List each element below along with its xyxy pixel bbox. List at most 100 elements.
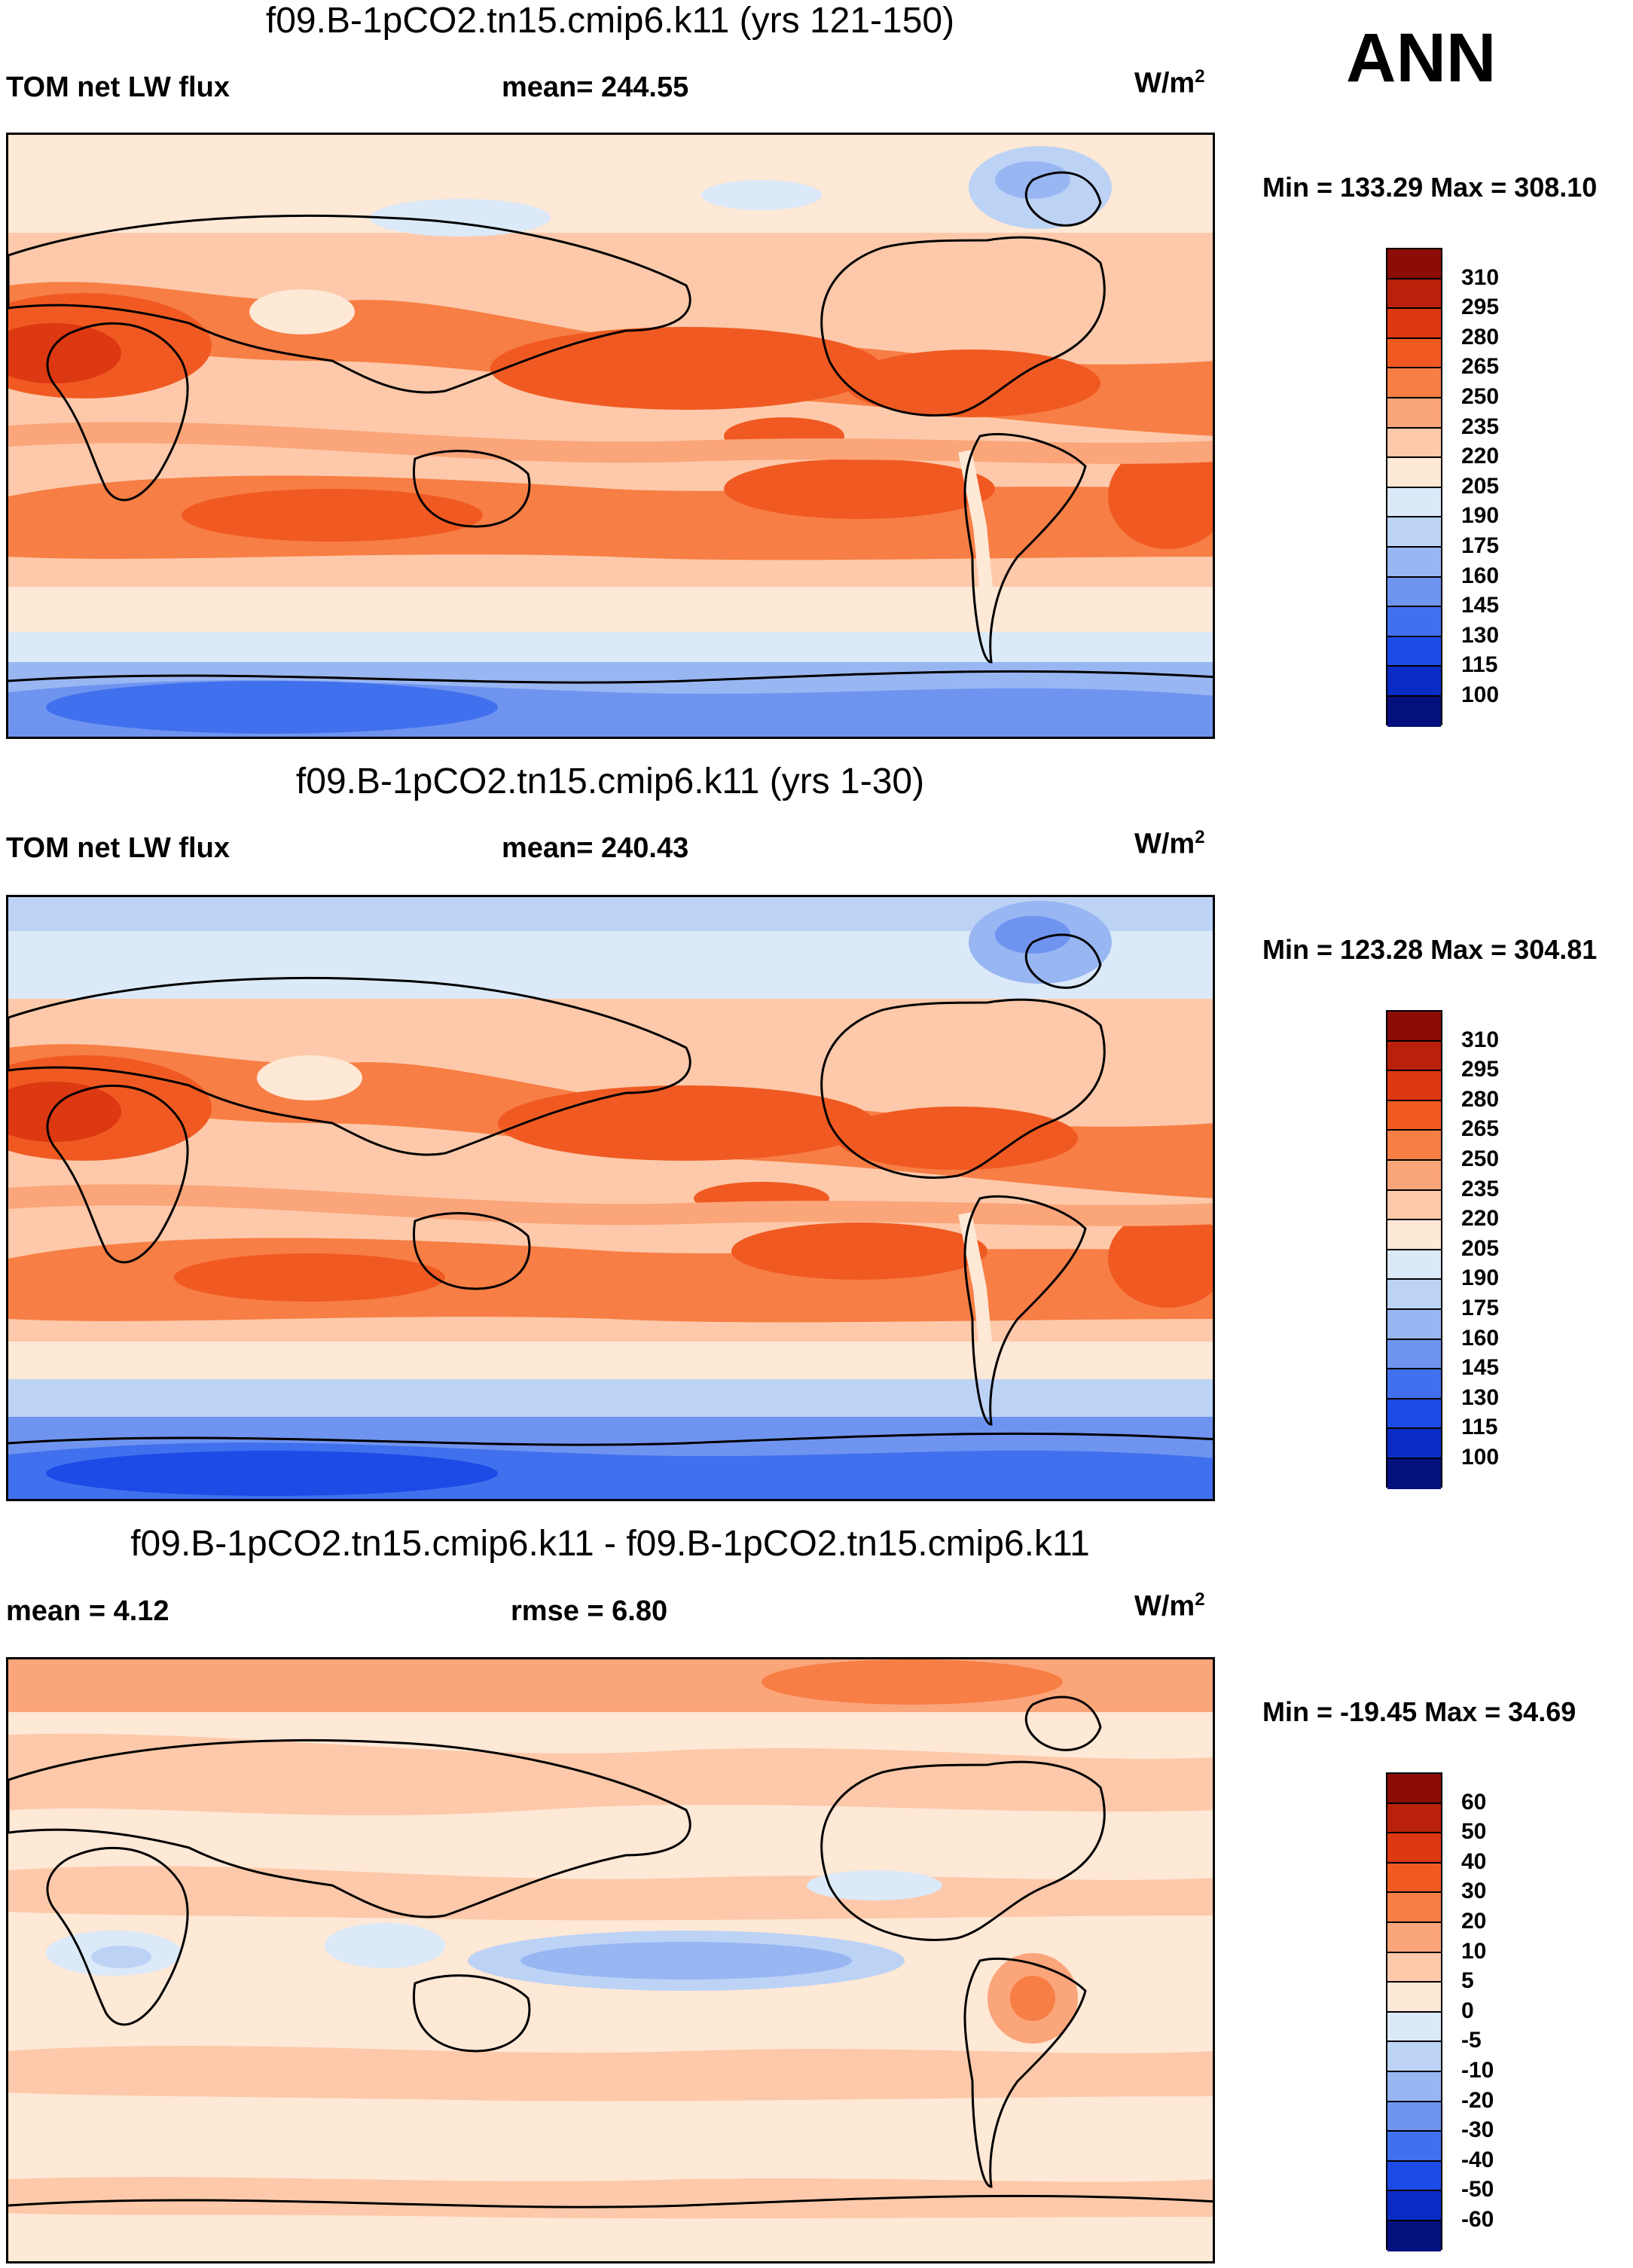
colorbar-label: 235 — [1461, 1176, 1500, 1201]
colorbar-swatch — [1387, 1100, 1441, 1131]
panel-3-mean-label: mean = 4.12 — [6, 1595, 169, 1627]
colorbar-swatch — [1387, 2102, 1441, 2132]
colorbar-swatch — [1387, 636, 1441, 667]
colorbar-label: 280 — [1461, 1086, 1500, 1112]
colorbar-label: 175 — [1461, 533, 1500, 558]
colorbar-swatch — [1387, 338, 1441, 369]
colorbar-swatch — [1387, 1309, 1441, 1340]
colorbar-swatch — [1387, 577, 1441, 608]
panel-1-unit: W/m2 — [1134, 66, 1205, 99]
colorbar-label: 20 — [1461, 1909, 1487, 1934]
panel-2-map — [6, 895, 1215, 1501]
colorbar-swatch — [1387, 1833, 1441, 1864]
colorbar-swatch — [1387, 696, 1441, 727]
colorbar-swatch — [1387, 667, 1441, 697]
panel-3-rmse-label: rmse = 6.80 — [511, 1595, 668, 1627]
panel-2-variable-label: TOM net LW flux — [6, 832, 230, 864]
colorbar-swatch — [1387, 458, 1441, 488]
colorbar-label: 310 — [1461, 264, 1500, 290]
colorbar-label: 295 — [1461, 295, 1500, 320]
colorbar-label: 60 — [1461, 1789, 1487, 1815]
colorbar-swatch — [1387, 1863, 1441, 1894]
colorbar-swatch — [1387, 428, 1441, 459]
colorbar-label: 205 — [1461, 473, 1500, 499]
colorbar-swatch — [1387, 1160, 1441, 1191]
panel-3-unit: W/m2 — [1134, 1589, 1205, 1622]
colorbar-label: 265 — [1461, 1116, 1500, 1142]
colorbar-swatch — [1387, 547, 1441, 578]
colorbar-label: 100 — [1461, 682, 1500, 707]
colorbar-label: 145 — [1461, 593, 1500, 618]
panel-2-title: f09.B-1pCO2.tn15.cmip6.k11 (yrs 1-30) — [295, 762, 925, 801]
colorbar-swatch — [1387, 1983, 1441, 2013]
colorbar-swatch — [1387, 607, 1441, 637]
colorbar-swatch — [1387, 368, 1441, 398]
colorbar-label: 115 — [1461, 652, 1498, 678]
colorbar-swatch — [1387, 2042, 1441, 2072]
colorbar-swatch — [1387, 249, 1441, 279]
colorbar-label: 190 — [1461, 503, 1500, 529]
colorbar-swatch — [1387, 1922, 1441, 1953]
colorbar-label: 0 — [1461, 1998, 1474, 2023]
colorbar-label: -60 — [1461, 2207, 1494, 2232]
colorbar-swatch — [1387, 2132, 1441, 2162]
colorbar-label: 205 — [1461, 1235, 1500, 1261]
colorbar-swatch — [1387, 398, 1441, 429]
colorbar-swatch — [1387, 2161, 1441, 2192]
colorbar-label: 10 — [1461, 1938, 1487, 1964]
colorbar-label: -20 — [1461, 2087, 1494, 2113]
colorbar-label: -40 — [1461, 2147, 1494, 2172]
panel-1-title: f09.B-1pCO2.tn15.cmip6.k11 (yrs 121-150) — [265, 1, 955, 41]
colorbar-label: 160 — [1461, 563, 1500, 588]
colorbar-label: 310 — [1461, 1027, 1500, 1052]
colorbar-swatch — [1387, 1041, 1441, 1072]
colorbar-label: 100 — [1461, 1445, 1500, 1470]
colorbar-swatch — [1387, 309, 1441, 339]
colorbar-swatch — [1387, 2012, 1441, 2043]
panel-1-variable-label: TOM net LW flux — [6, 72, 230, 103]
colorbar-swatch — [1387, 1339, 1441, 1370]
colorbar-label: 190 — [1461, 1265, 1500, 1291]
colorbar-swatch — [1387, 1893, 1441, 1923]
panel-2-colorbar — [1386, 1010, 1442, 1489]
colorbar-label: -5 — [1461, 2028, 1482, 2053]
colorbar-label: 160 — [1461, 1325, 1500, 1351]
colorbar-label: 130 — [1461, 1384, 1500, 1410]
colorbar-label: 50 — [1461, 1819, 1487, 1845]
season-label: ANN — [1346, 20, 1497, 96]
colorbar-label: -50 — [1461, 2177, 1494, 2202]
panel-2-minmax: Min = 123.28 Max = 304.81 — [1262, 934, 1598, 965]
colorbar-swatch — [1387, 1458, 1441, 1489]
colorbar-swatch — [1387, 1250, 1441, 1281]
colorbar-swatch — [1387, 1399, 1441, 1430]
panel-2-unit: W/m2 — [1134, 827, 1205, 860]
colorbar-swatch — [1387, 279, 1441, 310]
colorbar-label: 235 — [1461, 414, 1500, 439]
panel-3-colorbar — [1386, 1772, 1442, 2251]
colorbar-label: -30 — [1461, 2117, 1494, 2143]
colorbar-swatch — [1387, 1190, 1441, 1221]
colorbar-label: 265 — [1461, 354, 1500, 380]
panel-2-mean-label: mean= 240.43 — [502, 832, 689, 864]
colorbar-label: 30 — [1461, 1879, 1487, 1904]
colorbar-label: 175 — [1461, 1296, 1500, 1320]
colorbar-swatch — [1387, 2071, 1441, 2102]
colorbar-label: 145 — [1461, 1355, 1500, 1381]
colorbar-label: -10 — [1461, 2058, 1494, 2083]
panel-1-mean-label: mean= 244.55 — [502, 72, 689, 103]
colorbar-label: 40 — [1461, 1848, 1487, 1874]
panel-3-title: f09.B-1pCO2.tn15.cmip6.k11 - f09.B-1pCO2… — [130, 1524, 1090, 1564]
colorbar-label: 250 — [1461, 1146, 1500, 1171]
colorbar-label: 220 — [1461, 1206, 1500, 1232]
colorbar-swatch — [1387, 1774, 1441, 1804]
colorbar-swatch — [1387, 1131, 1441, 1161]
colorbar-swatch — [1387, 1280, 1441, 1310]
colorbar-swatch — [1387, 2221, 1441, 2251]
colorbar-swatch — [1387, 1012, 1441, 1042]
colorbar-swatch — [1387, 2191, 1441, 2221]
panel-3-minmax: Min = -19.45 Max = 34.69 — [1262, 1696, 1577, 1727]
colorbar-swatch — [1387, 487, 1441, 518]
colorbar-label: 130 — [1461, 622, 1500, 648]
colorbar-swatch — [1387, 1071, 1441, 1101]
colorbar-label: 115 — [1461, 1415, 1498, 1440]
